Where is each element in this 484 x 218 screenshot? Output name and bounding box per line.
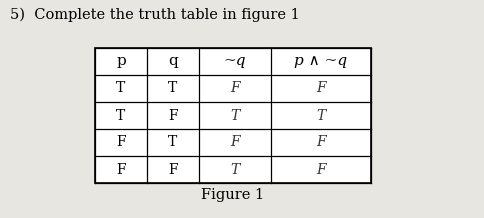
- Text: T: T: [230, 162, 240, 177]
- Text: ~q: ~q: [224, 54, 246, 68]
- Text: T: T: [230, 109, 240, 123]
- Text: p ∧ ~q: p ∧ ~q: [294, 54, 348, 68]
- Text: T: T: [116, 82, 126, 95]
- Text: T: T: [317, 109, 326, 123]
- Text: T: T: [116, 109, 126, 123]
- Text: T: T: [168, 136, 178, 150]
- Text: F: F: [230, 136, 240, 150]
- Text: T: T: [168, 82, 178, 95]
- Text: F: F: [230, 82, 240, 95]
- Text: F: F: [168, 109, 178, 123]
- Text: p: p: [116, 54, 126, 68]
- Text: 5)  Complete the truth table in figure 1: 5) Complete the truth table in figure 1: [10, 8, 300, 22]
- Text: F: F: [116, 136, 126, 150]
- Text: F: F: [316, 162, 326, 177]
- Text: F: F: [116, 162, 126, 177]
- Text: q: q: [168, 54, 178, 68]
- Text: F: F: [316, 82, 326, 95]
- Text: F: F: [168, 162, 178, 177]
- Text: F: F: [316, 136, 326, 150]
- Text: Figure 1: Figure 1: [201, 188, 265, 202]
- FancyBboxPatch shape: [95, 48, 371, 183]
